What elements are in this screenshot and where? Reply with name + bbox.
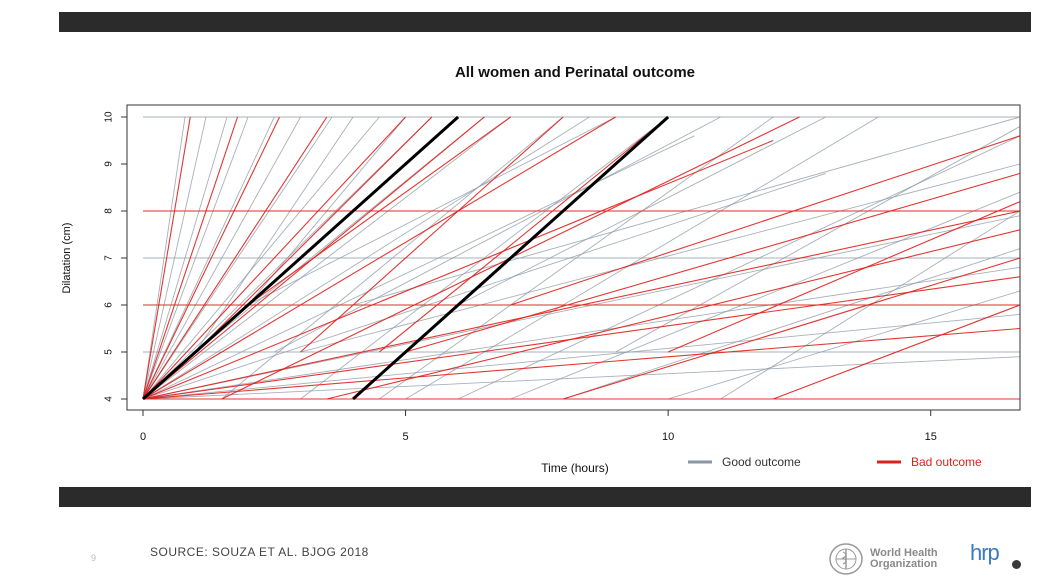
bad-outcome-line-14: [378, 116, 669, 353]
who-emblem-icon: [829, 543, 863, 575]
bad-outcome-line-0: [142, 116, 191, 400]
bad-outcome-line-3: [142, 116, 328, 400]
good-outcome-line-15: [142, 313, 1020, 400]
bad-outcome-line-9: [142, 276, 1020, 400]
bottom-band: [59, 487, 1031, 507]
hrp-dot-icon: [1012, 560, 1021, 569]
good-outcome-line-14: [142, 266, 1020, 400]
who-logo: World Health Organization: [826, 542, 938, 576]
axes: 0 5 10 15 4 5 6 7 8 9 10: [104, 111, 937, 443]
good-outcome-line-12: [142, 172, 826, 400]
bad-outcome-line-7: [142, 139, 774, 400]
y-tick-label-0: 4: [104, 396, 115, 402]
good-outcome-line-25: [510, 191, 1020, 400]
y-tick-label-6: 10: [104, 111, 115, 123]
y-axis-label: Dilatation (cm): [61, 223, 73, 294]
top-band: [59, 12, 1031, 32]
good-outcome-line-16: [142, 356, 1020, 400]
x-tick-label-3: 15: [925, 431, 937, 443]
legend: Good outcome Bad outcome: [688, 455, 982, 469]
bad-outcome-line-1: [142, 116, 239, 400]
who-name-line1: World Health: [870, 547, 938, 559]
x-tick-label-1: 5: [403, 431, 409, 443]
x-tick-label-2: 10: [662, 431, 674, 443]
bad-outcome-line-2: [142, 116, 281, 400]
good-outcome-line-31: [274, 116, 721, 353]
bad-outcome-line-21: [326, 229, 1020, 400]
good-outcome-line-13: [142, 215, 1020, 400]
bad-outcome-line-16: [510, 135, 1020, 306]
x-tick-label-0: 0: [140, 431, 146, 443]
bad-outcome-line-18: [667, 201, 1020, 353]
y-tick-label-5: 9: [104, 161, 115, 167]
legend-label-1: Bad outcome: [911, 455, 982, 469]
x-axis-label: Time (hours): [541, 461, 609, 475]
reference-lines: [141, 115, 670, 401]
bad-outcome-line-15: [405, 172, 1020, 353]
legend-label-0: Good outcome: [722, 455, 801, 469]
good-outcome-line-24: [457, 135, 1020, 400]
bad-outcome-line-13: [300, 116, 564, 353]
y-tick-label-1: 5: [104, 349, 115, 355]
good-outcome-line-33: [615, 126, 1020, 353]
hrp-logo-text: hrp: [970, 540, 1000, 565]
reference-line-0: [141, 115, 460, 401]
plot-lines: [142, 116, 1020, 400]
good-outcome-line-26: [562, 248, 1020, 400]
y-tick-label-4: 8: [104, 208, 115, 214]
good-outcome-line-27: [668, 290, 1020, 400]
bad-outcome-line-6: [142, 116, 616, 400]
bad-outcome-line-17: [562, 257, 1020, 400]
who-name-line2: Organization: [870, 558, 938, 570]
bad-outcome-line-19: [772, 304, 1020, 400]
bad-outcome-line-11: [195, 116, 433, 353]
bad-outcome-line-10: [142, 327, 1020, 400]
chart-title: All women and Perinatal outcome: [454, 64, 696, 81]
good-outcome-line-17: [195, 116, 354, 353]
source-citation: SOURCE: SOUZA ET AL. BJOG 2018: [150, 545, 369, 559]
y-tick-label-3: 7: [104, 255, 115, 261]
reference-line-1: [352, 115, 670, 401]
bad-outcome-line-4: [142, 116, 406, 400]
y-tick-label-2: 6: [104, 302, 115, 308]
good-outcome-line-11: [142, 135, 695, 400]
slide-number: 9: [91, 553, 97, 563]
